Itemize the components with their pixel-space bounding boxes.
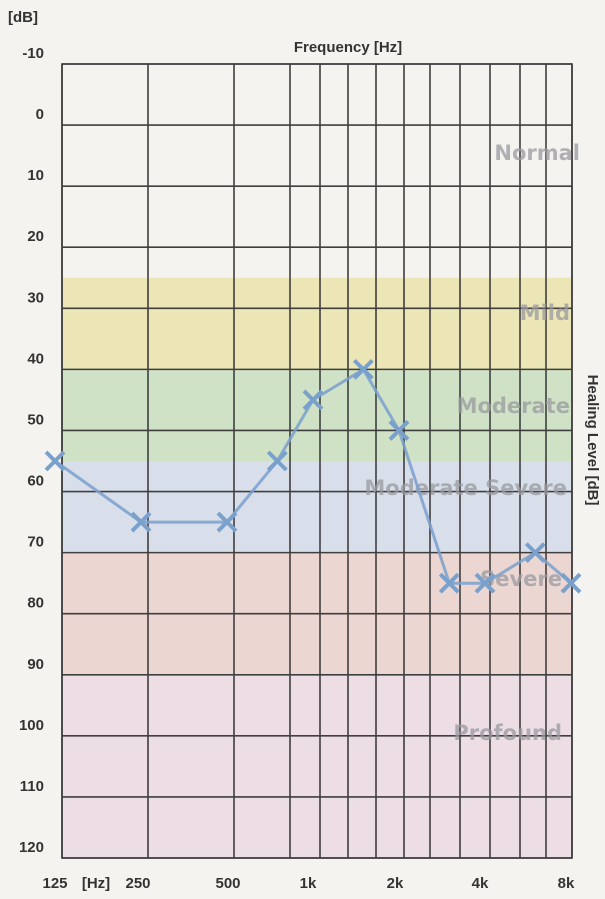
y-tick-label-5: 40 bbox=[27, 350, 44, 367]
x-tick-label-0: 125 bbox=[42, 875, 67, 892]
y-unit-label: [dB] bbox=[8, 9, 38, 26]
x-axis-title: Frequency [Hz] bbox=[294, 39, 402, 56]
data-point-9 bbox=[524, 542, 546, 564]
y-tick-label-12: 110 bbox=[20, 778, 44, 795]
severity-band-label-0: Normal bbox=[494, 141, 580, 165]
y-axis-title: Healing Level [dB] bbox=[584, 375, 601, 506]
x-tick-label-2: 250 bbox=[125, 875, 150, 892]
severity-band-2 bbox=[62, 369, 572, 461]
x-tick-label-6: 4k bbox=[472, 875, 489, 892]
grid bbox=[61, 63, 573, 859]
y-tick-labels: -10 0 10 20 30 40 50 60 70 80 90 100 110 120 bbox=[19, 45, 44, 856]
x-tick-labels: 125 [Hz] 250 500 1k 2k 4k 8k bbox=[42, 875, 575, 892]
y-tick-label-1: 0 bbox=[36, 106, 44, 123]
severity-band-label-3: Moderate Severe bbox=[364, 476, 567, 500]
x-tick-label-5: 2k bbox=[387, 875, 404, 892]
x-tick-label-4: 1k bbox=[300, 875, 317, 892]
y-tick-label-13: 120 bbox=[19, 839, 44, 856]
x-tick-label-3: 500 bbox=[215, 875, 240, 892]
y-tick-label-2: 10 bbox=[27, 167, 44, 184]
y-tick-label-10: 90 bbox=[27, 656, 44, 673]
data-point-4 bbox=[302, 389, 324, 411]
severity-band-1 bbox=[62, 277, 572, 370]
severity-band-label-1: Mild bbox=[520, 301, 570, 325]
x-tick-label-1: [Hz] bbox=[82, 875, 110, 892]
y-tick-label-8: 70 bbox=[27, 534, 44, 551]
data-point-0 bbox=[44, 450, 66, 472]
data-point-8 bbox=[474, 572, 496, 594]
plot-frame bbox=[61, 63, 573, 859]
severity-band-3 bbox=[62, 461, 572, 553]
data-point-7 bbox=[438, 572, 460, 594]
severity-band-0 bbox=[62, 64, 572, 278]
data-point-6 bbox=[388, 420, 410, 441]
y-tick-label-6: 50 bbox=[27, 411, 44, 428]
severity-band-5 bbox=[62, 674, 572, 858]
y-tick-label-9: 80 bbox=[27, 595, 44, 612]
data-point-3 bbox=[266, 450, 288, 472]
hearing-series bbox=[44, 358, 582, 594]
y-tick-label-4: 30 bbox=[27, 289, 44, 306]
x-tick-label-7: 8k bbox=[558, 875, 575, 892]
data-point-1 bbox=[130, 511, 152, 533]
severity-band-label-5: Profound bbox=[453, 721, 562, 745]
data-point-5 bbox=[352, 358, 374, 380]
y-tick-label-11: 100 bbox=[19, 717, 44, 734]
data-point-10 bbox=[560, 572, 582, 594]
y-tick-label-7: 60 bbox=[27, 473, 44, 490]
y-tick-label-0: -10 bbox=[22, 45, 44, 62]
data-point-2 bbox=[216, 511, 238, 533]
y-tick-label-3: 20 bbox=[27, 228, 44, 245]
severity-band-label-2: Moderate bbox=[457, 394, 570, 418]
